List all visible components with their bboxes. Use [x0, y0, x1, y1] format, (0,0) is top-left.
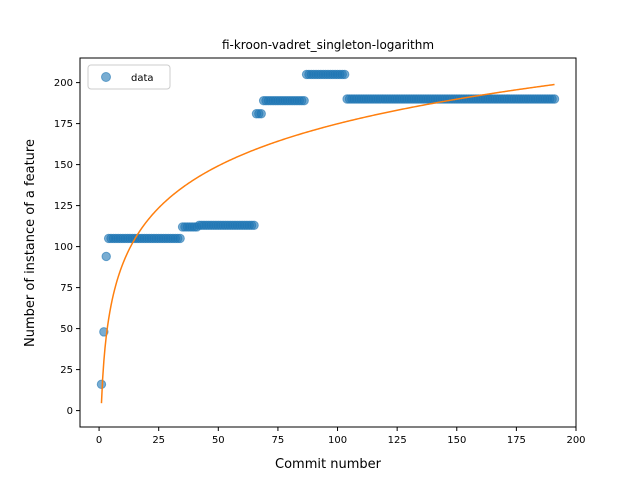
chart-title: fi-kroon-vadret_singleton-logarithm [222, 38, 434, 52]
x-tick-label: 125 [388, 435, 407, 446]
y-tick-label: 175 [54, 119, 73, 130]
y-axis-ticks: 0 25 50 75 100 125 150 175 200 [54, 78, 80, 417]
data-point [96, 379, 107, 390]
x-tick-label: 25 [152, 435, 165, 446]
data-point [299, 95, 309, 106]
data-point [339, 69, 350, 80]
y-tick-label: 50 [60, 324, 73, 335]
x-tick-label: 100 [328, 435, 347, 446]
data-point [549, 94, 560, 104]
axes-frame [79, 57, 577, 428]
y-tick-label: 200 [54, 78, 73, 89]
data-point [101, 251, 111, 262]
legend: data [87, 64, 171, 90]
y-tick-label: 100 [54, 242, 73, 253]
y-tick-label: 125 [54, 201, 73, 212]
y-tick-label: 0 [67, 406, 73, 417]
data-point [256, 109, 266, 119]
fit-line [100, 83, 555, 404]
y-tick-label: 150 [54, 160, 73, 171]
x-tick-label: 200 [566, 435, 585, 446]
plot-area [96, 69, 560, 404]
legend-marker-data [101, 72, 111, 82]
data-point [175, 233, 185, 244]
x-axis-ticks: 0 25 50 75 100 125 150 175 200 [96, 427, 586, 446]
legend-box [87, 64, 171, 90]
y-axis-label: Number of instance of a feature [23, 139, 38, 347]
legend-label-data: data [131, 73, 154, 84]
x-tick-label: 50 [212, 435, 225, 446]
x-tick-label: 175 [507, 435, 526, 446]
data-point [249, 220, 259, 230]
x-axis-label: Commit number [275, 457, 382, 472]
y-tick-label: 75 [60, 283, 73, 294]
x-tick-label: 150 [447, 435, 466, 446]
y-tick-label: 25 [60, 365, 73, 376]
x-tick-label: 0 [96, 435, 102, 446]
x-tick-label: 75 [272, 435, 285, 446]
